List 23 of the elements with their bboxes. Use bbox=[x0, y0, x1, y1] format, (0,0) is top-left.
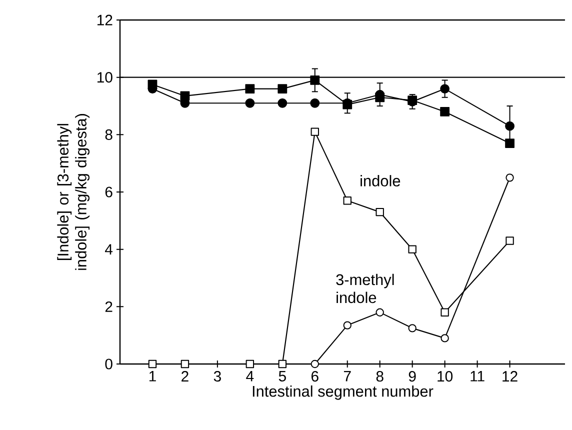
x-tick-label: 10 bbox=[438, 371, 453, 382]
y-axis-title: [Indole] or [3-methyl indole] (mg/kg digesta) bbox=[57, 114, 90, 270]
y-tick-label: 4 bbox=[105, 244, 113, 254]
series-label: indole bbox=[360, 175, 400, 186]
x-tick-label: 12 bbox=[502, 371, 518, 382]
x-tick-label: 5 bbox=[278, 371, 286, 382]
y-tick-label: 6 bbox=[105, 186, 112, 198]
x-tick-label: 1 bbox=[149, 371, 156, 382]
x-tick-label: 3 bbox=[214, 371, 221, 382]
y-tick-label: 12 bbox=[98, 14, 112, 26]
x-tick-label: 11 bbox=[470, 371, 484, 382]
x-tick-label: 9 bbox=[408, 371, 416, 382]
y-tick-label: 0 bbox=[105, 358, 112, 370]
y-tick-label: 2 bbox=[105, 301, 112, 312]
x-tick-label: 7 bbox=[344, 371, 351, 382]
x-tick-label: 8 bbox=[376, 371, 384, 382]
x-tick-label: 4 bbox=[246, 371, 254, 382]
x-tick-label: 2 bbox=[182, 371, 188, 382]
x-tick-label: 6 bbox=[312, 371, 318, 382]
x-axis-title: Intestinal segment number bbox=[252, 385, 434, 400]
y-tick-label: 8 bbox=[105, 129, 112, 140]
series-label: 3-methyl indole bbox=[336, 274, 394, 304]
y-tick-label: 10 bbox=[98, 72, 112, 83]
